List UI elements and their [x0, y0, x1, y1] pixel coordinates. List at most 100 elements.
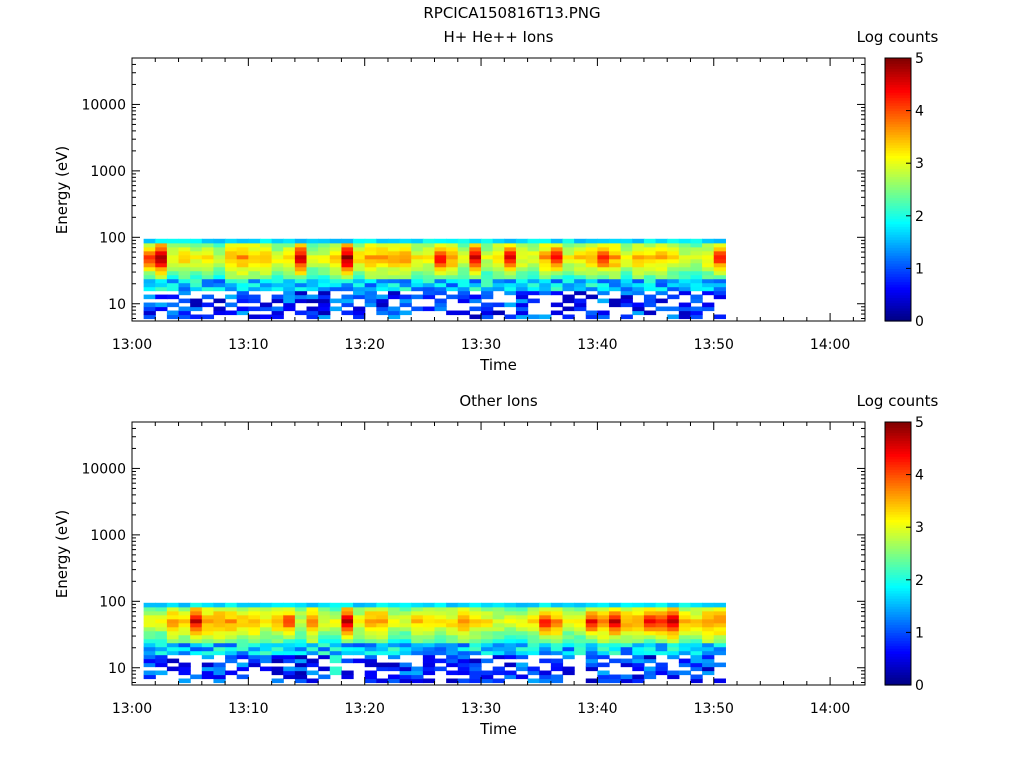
heatmap-cell: [690, 310, 703, 316]
heatmap-cell: [248, 314, 261, 320]
heatmap-cell: [364, 294, 377, 300]
heatmap-cell: [585, 602, 598, 608]
heatmap-cell: [620, 662, 633, 668]
heatmap-cell: [655, 270, 668, 276]
heatmap-cell: [318, 622, 331, 628]
heatmap-cell: [469, 630, 482, 636]
heatmap-cell: [364, 626, 377, 632]
heatmap-cell: [213, 278, 226, 284]
heatmap-cell: [504, 282, 517, 288]
heatmap-cell: [399, 266, 412, 272]
colorbar-segment: [885, 585, 911, 589]
heatmap-cell: [259, 666, 273, 672]
heatmap-cell: [353, 650, 366, 656]
heatmap-cell: [294, 642, 308, 648]
heatmap-cell: [364, 290, 377, 296]
heatmap-cell: [213, 602, 226, 608]
heatmap-cell: [306, 242, 319, 248]
heatmap-cell: [620, 606, 633, 612]
heatmap-cell: [562, 650, 575, 656]
heatmap-cell: [143, 282, 156, 288]
heatmap-cell: [632, 634, 645, 640]
heatmap-cell: [667, 306, 680, 312]
heatmap-cell: [446, 250, 459, 256]
colorbar-segment: [885, 569, 911, 573]
heatmap-cell: [643, 614, 657, 620]
heatmap-cell: [562, 626, 575, 632]
heatmap-cell: [318, 626, 331, 632]
heatmap-cell: [353, 274, 366, 280]
heatmap-cell: [213, 270, 226, 276]
heatmap-cell: [353, 314, 366, 320]
heatmap-cell: [387, 278, 401, 284]
heatmap-cell: [143, 302, 156, 308]
heatmap-cell: [597, 654, 610, 660]
heatmap-cell: [294, 246, 308, 252]
colorbar-segment: [885, 123, 911, 127]
colorbar-segment: [885, 239, 911, 243]
heatmap-cell: [457, 626, 471, 632]
heatmap-cell: [574, 238, 587, 244]
heatmap-cell: [399, 246, 412, 252]
heatmap-cell: [294, 290, 308, 296]
heatmap-cell: [678, 306, 692, 312]
heatmap-cell: [434, 634, 447, 640]
heatmap-cell: [702, 658, 715, 664]
heatmap-cell: [155, 250, 168, 256]
heatmap-cell: [632, 250, 645, 256]
heatmap-cell: [411, 678, 424, 684]
heatmap-cell: [259, 250, 273, 256]
heatmap-cell: [225, 254, 238, 260]
heatmap-cell: [655, 262, 668, 268]
heatmap-cell: [399, 646, 412, 652]
plot-frame: [131, 57, 866, 322]
heatmap-cell: [446, 310, 459, 316]
heatmap-cell: [201, 242, 215, 248]
heatmap-cell: [585, 650, 598, 656]
heatmap-cell: [341, 606, 354, 612]
heatmap-cell: [504, 290, 517, 296]
heatmap-cell: [155, 270, 168, 276]
colorbar-segment: [885, 194, 911, 198]
heatmap-cell: [678, 250, 692, 256]
heatmap-cell: [306, 602, 319, 608]
heatmap-cell: [527, 298, 540, 304]
heatmap-cell: [178, 262, 191, 268]
heatmap-cell: [574, 286, 587, 292]
heatmap-cell: [515, 290, 529, 296]
heatmap-cell: [609, 282, 622, 288]
heatmap-cell: [434, 250, 447, 256]
heatmap-cell: [457, 258, 471, 264]
heatmap-cell: [213, 266, 226, 272]
heatmap-cell: [236, 262, 249, 268]
heatmap-cell: [702, 666, 715, 672]
heatmap-cell: [632, 662, 645, 668]
heatmap-cell: [632, 282, 645, 288]
heatmap-cell: [422, 638, 436, 644]
heatmap-cell: [353, 602, 366, 608]
heatmap-cell: [201, 642, 215, 648]
colorbar-tick-label: 2: [915, 573, 924, 589]
heatmap-cell: [702, 638, 715, 644]
heatmap-cell: [702, 250, 715, 256]
heatmap-cell: [632, 266, 645, 272]
heatmap-cell: [190, 638, 203, 644]
heatmap-cell: [469, 258, 482, 264]
heatmap-cell: [678, 238, 692, 244]
y-tick-label: 1000: [90, 528, 126, 544]
heatmap-cell: [597, 278, 610, 284]
heatmap-cell: [248, 646, 261, 652]
heatmap-cell: [341, 242, 354, 248]
heatmap-cell: [446, 246, 459, 252]
heatmap-cell: [457, 642, 471, 648]
heatmap-cell: [469, 242, 482, 248]
heatmap-cell: [422, 614, 436, 620]
heatmap-cell: [166, 242, 180, 248]
heatmap-cell: [539, 634, 552, 640]
heatmap-cell: [690, 258, 703, 264]
heatmap-cell: [481, 302, 494, 308]
heatmap-cell: [364, 246, 377, 252]
heatmap-cell: [225, 606, 238, 612]
heatmap-cell: [341, 274, 354, 280]
heatmap-cell: [294, 310, 308, 316]
